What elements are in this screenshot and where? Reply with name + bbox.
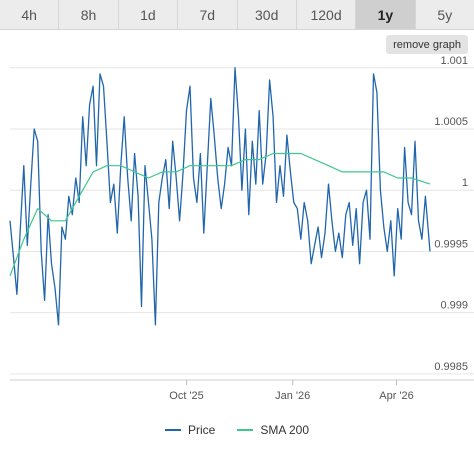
y-tick-label: 0.9985 bbox=[434, 361, 468, 373]
legend-swatch-sma-200 bbox=[237, 429, 254, 431]
range-selector: 4h 8h 1d 7d 30d 120d 1y 5y bbox=[0, 0, 474, 30]
range-button-8h[interactable]: 8h bbox=[59, 0, 119, 29]
x-tick-label: Jan '26 bbox=[275, 390, 310, 402]
range-button-1y[interactable]: 1y bbox=[356, 0, 416, 29]
y-tick-label: 1.0005 bbox=[434, 116, 468, 128]
x-axis-tick-labels: Oct '25 Jan '26 Apr '26 bbox=[169, 380, 414, 402]
legend-item-price[interactable]: Price bbox=[164, 423, 216, 437]
legend-swatch-price bbox=[164, 429, 181, 431]
chart-legend: Price SMA 200 bbox=[0, 420, 474, 440]
remove-graph-button[interactable]: remove graph bbox=[386, 35, 468, 54]
chart-series bbox=[9, 67, 431, 326]
legend-item-sma-200[interactable]: SMA 200 bbox=[237, 423, 309, 437]
y-tick-label: 1.001 bbox=[440, 55, 468, 67]
price-series-line bbox=[9, 67, 431, 326]
x-tick-label: Oct '25 bbox=[169, 390, 204, 402]
chart-gridlines bbox=[10, 67, 474, 381]
y-tick-label: 1 bbox=[462, 177, 468, 189]
range-button-30d[interactable]: 30d bbox=[238, 0, 297, 29]
y-tick-label: 0.9995 bbox=[434, 238, 468, 250]
price-chart: 0.9985 0.999 0.9995 1 1.0005 1.001 Oct '25 Jan… bbox=[9, 55, 474, 402]
y-axis-tick-labels: 0.9985 0.999 0.9995 1 1.0005 1.001 bbox=[434, 55, 468, 373]
range-button-4h[interactable]: 4h bbox=[0, 0, 60, 29]
x-tick-label: Apr '26 bbox=[379, 390, 414, 402]
range-button-5y[interactable]: 5y bbox=[437, 6, 453, 23]
legend-label-price: Price bbox=[187, 423, 216, 437]
legend-label-sma-200: SMA 200 bbox=[260, 423, 310, 437]
y-tick-label: 0.999 bbox=[440, 300, 468, 312]
range-button-7d[interactable]: 7d bbox=[178, 0, 238, 29]
range-button-1d[interactable]: 1d bbox=[119, 0, 179, 29]
sma-200-series-line bbox=[9, 152, 431, 277]
range-button-120d[interactable]: 120d bbox=[297, 0, 357, 29]
